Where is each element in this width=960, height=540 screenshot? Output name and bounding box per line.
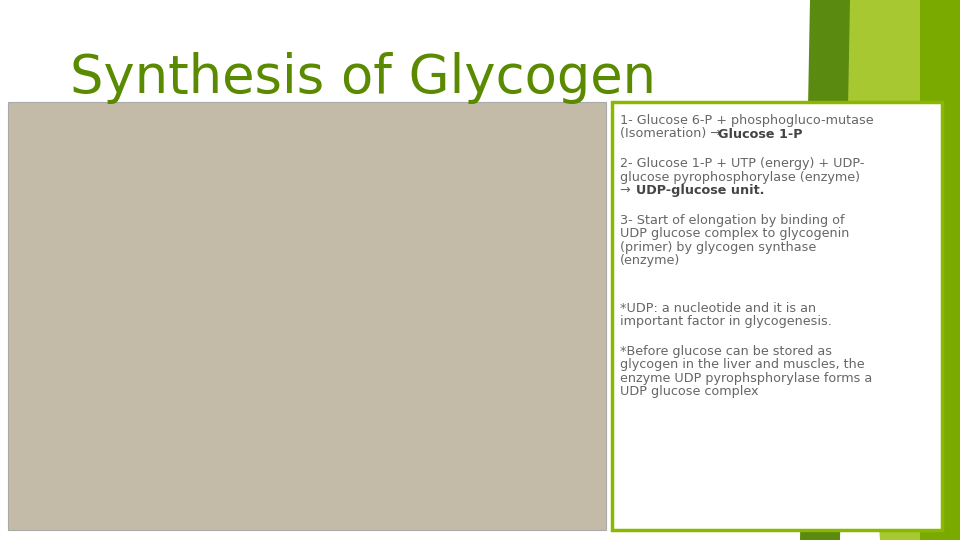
Text: UDP glucose complex to glycogenin: UDP glucose complex to glycogenin — [620, 227, 850, 240]
Text: important factor in glycogenesis.: important factor in glycogenesis. — [620, 315, 832, 328]
Text: *Before glucose can be stored as: *Before glucose can be stored as — [620, 345, 832, 358]
Text: glycogen in the liver and muscles, the: glycogen in the liver and muscles, the — [620, 359, 865, 372]
Polygon shape — [920, 0, 960, 540]
Text: *UDP: a nucleotide and it is an: *UDP: a nucleotide and it is an — [620, 302, 816, 315]
Text: (primer) by glycogen synthase: (primer) by glycogen synthase — [620, 241, 816, 254]
Text: glucose pyrophosphorylase (enzyme): glucose pyrophosphorylase (enzyme) — [620, 171, 860, 184]
Text: UDP-glucose unit.: UDP-glucose unit. — [636, 184, 764, 197]
Text: →: → — [620, 184, 635, 197]
FancyBboxPatch shape — [612, 102, 942, 530]
Text: Glucose 1-P: Glucose 1-P — [718, 127, 803, 140]
Text: Synthesis of Glycogen: Synthesis of Glycogen — [70, 52, 656, 104]
Text: (enzyme): (enzyme) — [620, 254, 681, 267]
Polygon shape — [840, 0, 920, 540]
Text: UDP glucose complex: UDP glucose complex — [620, 386, 758, 399]
Text: 1- Glucose 6-P + phosphogluco-mutase: 1- Glucose 6-P + phosphogluco-mutase — [620, 114, 874, 127]
Text: (Isomeration) →: (Isomeration) → — [620, 127, 725, 140]
Text: 2- Glucose 1-P + UTP (energy) + UDP-: 2- Glucose 1-P + UTP (energy) + UDP- — [620, 157, 865, 170]
Text: 3- Start of elongation by binding of: 3- Start of elongation by binding of — [620, 214, 845, 227]
Text: enzyme UDP pyrophsphorylase forms a: enzyme UDP pyrophsphorylase forms a — [620, 372, 873, 385]
Polygon shape — [800, 0, 850, 540]
FancyBboxPatch shape — [8, 102, 606, 530]
